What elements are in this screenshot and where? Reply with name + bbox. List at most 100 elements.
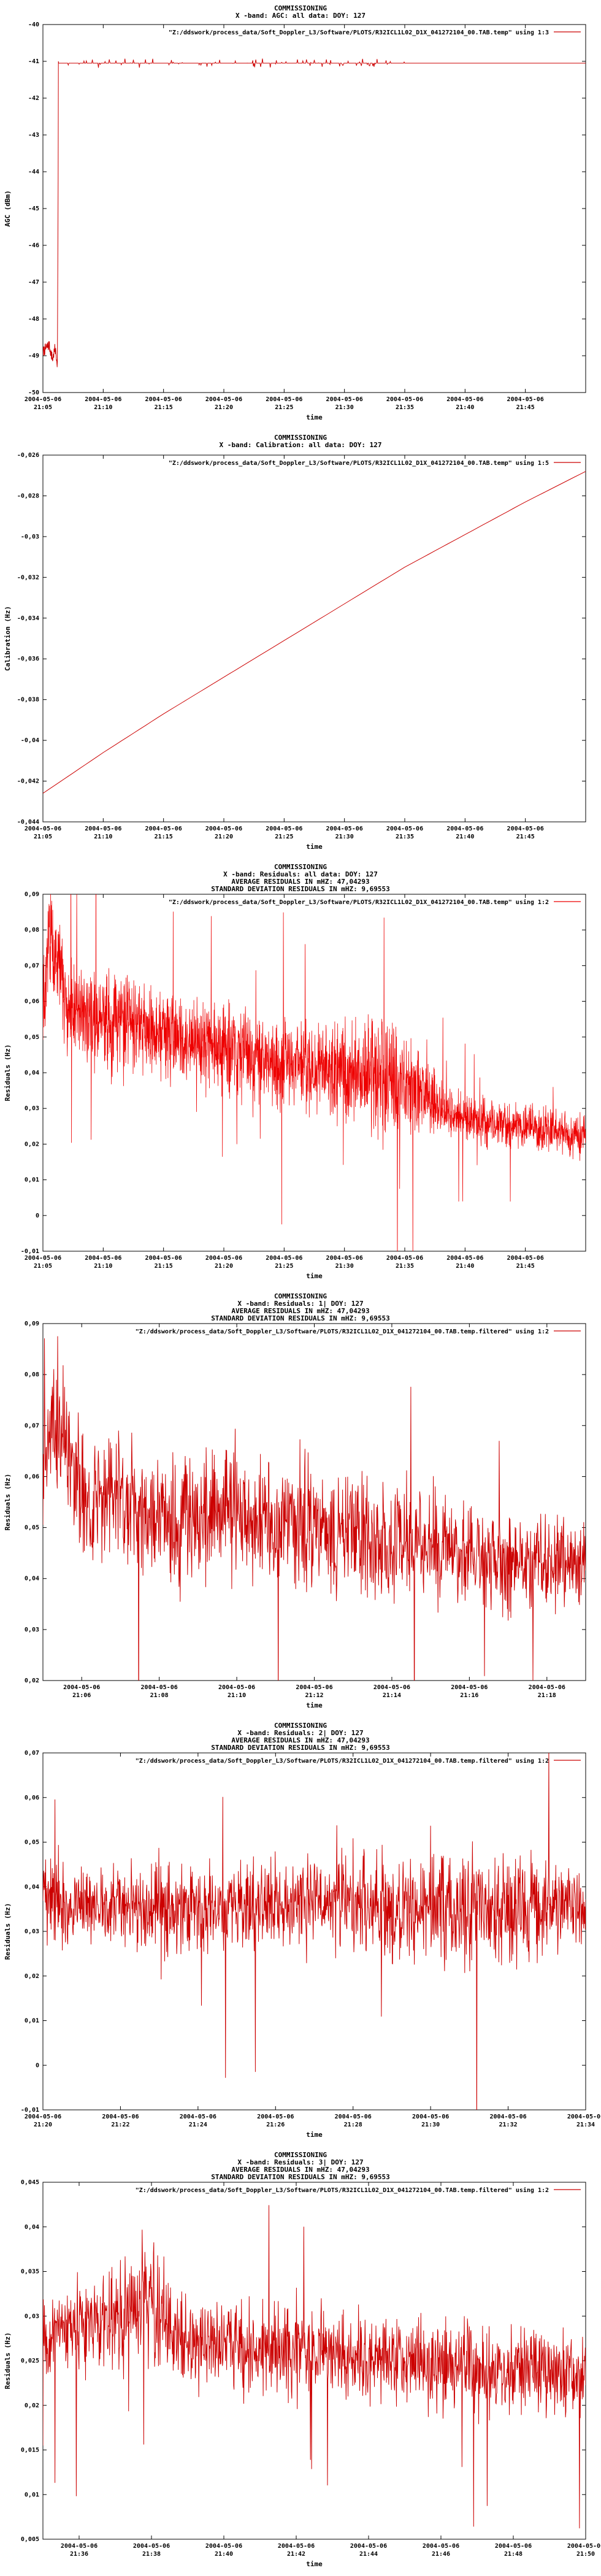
chart-title-line: COMMISSIONING bbox=[274, 863, 327, 871]
chart-panel-6: COMMISSIONING X -band: Residuals: 3| DOY:… bbox=[0, 2147, 601, 2576]
y-tick-label: 0,02 bbox=[25, 1141, 39, 1148]
x-axis-title: time bbox=[306, 843, 323, 851]
plot-frame bbox=[42, 24, 586, 393]
series-line bbox=[43, 1753, 586, 2110]
chart-title-line: X -band: Calibration: all data: DOY: 127 bbox=[219, 441, 382, 449]
chart-title-line: STANDARD DEVIATION RESIDUALS IN mHZ: 9,6… bbox=[211, 1314, 390, 1322]
y-tick-label: -0,032 bbox=[17, 574, 39, 581]
y-tick-label: 0,01 bbox=[25, 1177, 39, 1184]
chart-svg: -0,044 -0,042 -0,04 -0,038 -0,036 -0,034 -0,03… bbox=[4, 452, 586, 851]
y-tick-label: -0,01 bbox=[21, 2107, 39, 2114]
chart-panel-1: COMMISSIONING X -band: AGC: all data: DOY… bbox=[0, 0, 601, 429]
x-tick-label-time: 21:16 bbox=[460, 1692, 478, 1699]
x-tick-label-date: 2004-05-06 bbox=[85, 826, 121, 832]
chart-panel-3: COMMISSIONING X -band: Residuals: all dat… bbox=[0, 859, 601, 1288]
x-tick-label-time: 21:08 bbox=[150, 1692, 169, 1699]
y-tick-label: 0,02 bbox=[25, 1677, 39, 1684]
y-axis-title: Residuals (Hz) bbox=[4, 2333, 12, 2390]
x-tick-label-time: 21:20 bbox=[34, 2122, 52, 2128]
series-line bbox=[43, 2205, 586, 2529]
y-tick-label: 0,05 bbox=[25, 1839, 39, 1846]
x-tick-label-date: 2004-05-06 bbox=[386, 396, 423, 403]
x-tick-label-date: 2004-05-06 bbox=[205, 1255, 242, 1262]
x-tick-label-date: 2004-05-06 bbox=[326, 396, 363, 403]
x-tick-label-date: 2004-05-06 bbox=[85, 396, 121, 403]
y-tick-label: -0,03 bbox=[21, 534, 39, 540]
x-tick-label-date: 2004-05-06 bbox=[507, 826, 544, 832]
legend: "Z:/ddswork/process_data/Soft_Doppler_L3… bbox=[169, 459, 581, 467]
chart-title: COMMISSIONING X -band: Residuals: 1| DOY:… bbox=[0, 1293, 601, 1322]
y-tick-label: 0,08 bbox=[25, 1371, 39, 1378]
x-tick-label-time: 21:20 bbox=[215, 1263, 233, 1270]
x-tick-label-date: 2004-05-06 bbox=[266, 396, 302, 403]
x-tick-label-date: 2004-05-06 bbox=[205, 826, 242, 832]
x-tick-label-date: 2004-05-06 bbox=[145, 1255, 182, 1262]
y-tick-label: 0,035 bbox=[21, 2269, 39, 2275]
y-tick-label: 0,01 bbox=[25, 2491, 39, 2498]
y-tick-label: -45 bbox=[28, 205, 39, 212]
y-tick-label: -43 bbox=[28, 132, 39, 139]
x-tick-label-time: 21:45 bbox=[516, 1263, 535, 1270]
x-tick-label-date: 2004-05-06 bbox=[133, 2543, 170, 2550]
x-tick-label-time: 21:05 bbox=[34, 1263, 52, 1270]
legend: "Z:/ddswork/process_data/Soft_Doppler_L3… bbox=[136, 2187, 581, 2194]
y-tick-label: -0,01 bbox=[21, 1248, 39, 1255]
y-tick-label: -0,036 bbox=[17, 656, 39, 662]
x-tick-label-time: 21:12 bbox=[305, 1692, 323, 1699]
y-tick-label: -46 bbox=[28, 242, 39, 249]
y-tick-label: 0,07 bbox=[25, 1750, 39, 1757]
x-tick-label-time: 21:32 bbox=[499, 2122, 518, 2128]
x-tick-label-time: 21:40 bbox=[456, 1263, 474, 1270]
x-tick-label-date: 2004-05-06 bbox=[266, 1255, 302, 1262]
x-tick-label-date: 2004-05-06 bbox=[446, 396, 483, 403]
x-tick-label-time: 21:15 bbox=[155, 834, 173, 840]
y-tick-label: 0,06 bbox=[25, 1473, 39, 1480]
y-tick-label: 0,06 bbox=[25, 1795, 39, 1801]
x-tick-label-time: 21:30 bbox=[335, 1263, 354, 1270]
legend: "Z:/ddswork/process_data/Soft_Doppler_L3… bbox=[136, 1328, 581, 1335]
x-tick-label-time: 21:05 bbox=[34, 834, 52, 840]
x-tick-label-time: 21:26 bbox=[266, 2122, 285, 2128]
chart-title-line: STANDARD DEVIATION RESIDUALS IN mHZ: 9,6… bbox=[211, 885, 390, 893]
x-tick-label-time: 21:46 bbox=[432, 2551, 450, 2558]
x-tick-label-date: 2004-05-06 bbox=[145, 396, 182, 403]
y-axis-title: Residuals (Hz) bbox=[4, 1903, 12, 1960]
y-tick-label: -0,026 bbox=[17, 452, 39, 459]
x-tick-label-date: 2004-05-06 bbox=[489, 2114, 526, 2120]
chart-title: COMMISSIONING X -band: Residuals: 3| DOY:… bbox=[0, 2152, 601, 2181]
x-tick-label-time: 21:35 bbox=[396, 404, 414, 411]
chart-svg: 0,02 0,03 0,04 0,05 0,06 0,07 0,08 0,09 2004-05-… bbox=[4, 1321, 586, 1709]
chart-title-line: X -band: Residuals: all data: DOY: 127 bbox=[223, 870, 378, 878]
chart-title: COMMISSIONING X -band: Residuals: all dat… bbox=[0, 864, 601, 893]
x-tick-label-date: 2004-05-06 bbox=[335, 2114, 372, 2120]
y-axis-title: Residuals (Hz) bbox=[4, 1045, 12, 1102]
y-tick-label: 0,045 bbox=[21, 2179, 39, 2186]
y-tick-label: -44 bbox=[28, 169, 39, 175]
chart-panel-5: COMMISSIONING X -band: Residuals: 2| DOY:… bbox=[0, 1717, 601, 2147]
x-tick-label-date: 2004-05-06 bbox=[145, 826, 182, 832]
x-tick-label-time: 21:30 bbox=[335, 404, 354, 411]
x-tick-label-time: 21:25 bbox=[275, 834, 293, 840]
y-tick-label: 0,04 bbox=[25, 1884, 39, 1890]
chart-title-line: COMMISSIONING bbox=[274, 434, 327, 442]
y-tick-label: 0,04 bbox=[25, 1070, 39, 1076]
y-axis-title: AGC (dBm) bbox=[4, 190, 12, 227]
series-line bbox=[43, 894, 586, 1251]
plot-frame bbox=[42, 454, 586, 822]
chart-svg: 0,005 0,01 0,015 0,02 0,025 0,03 0,035 0,04 0,04… bbox=[4, 2179, 601, 2568]
chart-title-line: STANDARD DEVIATION RESIDUALS IN mHZ: 9,6… bbox=[211, 2173, 390, 2181]
x-tick-label-date: 2004-05-06 bbox=[205, 2543, 242, 2550]
x-tick-label-time: 21:42 bbox=[287, 2551, 305, 2558]
x-axis-title: time bbox=[306, 1272, 323, 1280]
legend-label: "Z:/ddswork/process_data/Soft_Doppler_L3… bbox=[169, 459, 549, 467]
y-tick-label: 0,05 bbox=[25, 1034, 39, 1041]
x-tick-label-date: 2004-05-06 bbox=[218, 1684, 255, 1691]
y-tick-label: 0,06 bbox=[25, 999, 39, 1005]
y-tick-label: -0,04 bbox=[21, 737, 39, 744]
y-tick-label: 0,03 bbox=[25, 1105, 39, 1112]
plot-frame bbox=[42, 1323, 586, 1681]
x-tick-label-date: 2004-05-06 bbox=[205, 396, 242, 403]
chart-title-line: COMMISSIONING bbox=[274, 1292, 327, 1300]
y-tick-label: -0,028 bbox=[17, 493, 39, 499]
x-tick-label-date: 2004-05-06 bbox=[507, 1255, 544, 1262]
